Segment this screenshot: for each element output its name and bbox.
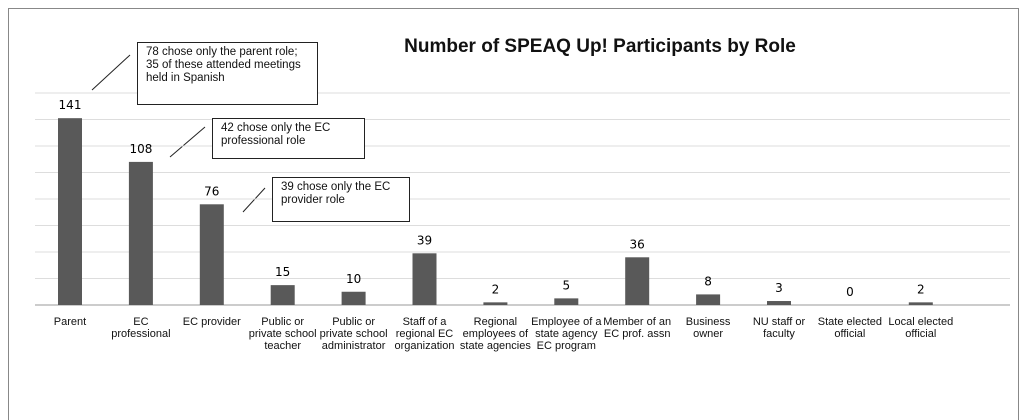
bar: [341, 291, 366, 305]
x-tick-label: Public or private school administrator: [319, 316, 388, 352]
bar: [767, 301, 791, 305]
value-label: 2: [492, 282, 500, 296]
value-label: 76: [204, 184, 219, 198]
value-label: 15: [275, 265, 290, 279]
frame: [8, 8, 1019, 420]
x-tick-label: Regional employees of state agencies: [459, 316, 531, 352]
annotation: 78 chose only the parent role; 35 of the…: [137, 42, 318, 105]
leader-line: [91, 54, 131, 91]
x-tick-label: NU staff or faculty: [752, 316, 806, 340]
bar: [270, 285, 295, 305]
annotation: 42 chose only the EC professional role: [212, 118, 365, 159]
value-label: 141: [59, 98, 82, 112]
bar: [483, 302, 508, 305]
x-tick-label: Staff of a regional EC organization: [394, 316, 455, 352]
x-tick-label: Parent: [53, 316, 87, 328]
value-label: 36: [630, 237, 645, 251]
x-tick-label: Public or private school teacher: [248, 316, 317, 352]
x-tick-label: Member of an EC prof. assn: [603, 316, 672, 340]
x-tick-label: Employee of a state agency EC program: [531, 316, 602, 352]
value-label: 0: [846, 285, 854, 299]
value-label: 39: [417, 233, 432, 247]
x-tick-label: EC provider: [182, 316, 241, 328]
x-tick-label: EC professional: [111, 316, 171, 340]
value-label: 10: [346, 272, 361, 286]
leader-line: [169, 126, 206, 158]
leader-line: [242, 187, 266, 213]
bar: [554, 298, 579, 305]
x-tick-label: Business owner: [685, 316, 731, 340]
value-label: 3: [775, 281, 783, 295]
value-label: 2: [917, 282, 925, 296]
value-label: 5: [562, 278, 570, 292]
bar: [412, 253, 437, 305]
bar: [128, 161, 153, 305]
value-label: 108: [129, 142, 152, 156]
bar: [625, 257, 650, 305]
x-tick-label: Local elected official: [888, 316, 954, 340]
bar: [199, 204, 224, 305]
value-label: 8: [704, 274, 712, 288]
chart-title: Number of SPEAQ Up! Participants by Role: [404, 36, 796, 57]
bar: [58, 118, 82, 305]
bar: [696, 294, 721, 305]
bar: [908, 302, 933, 305]
x-tick-label: State elected official: [817, 316, 882, 340]
annotation: 39 chose only the EC provider role: [272, 177, 410, 222]
